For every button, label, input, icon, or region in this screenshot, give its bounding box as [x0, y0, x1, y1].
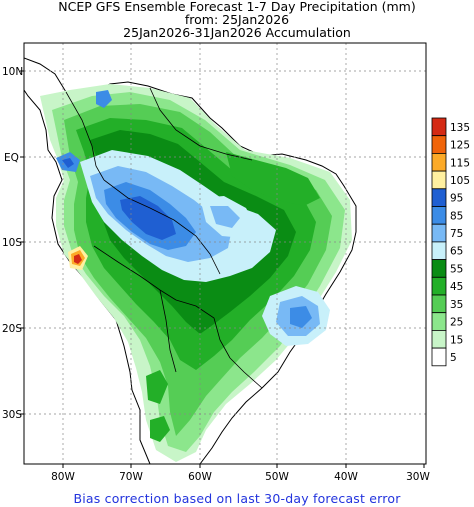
colorbar-swatch-45 — [431, 276, 447, 296]
lat-label-eq: EQ — [4, 152, 19, 164]
map-frame — [23, 42, 427, 465]
colorbar-swatch-5 — [431, 347, 447, 367]
colorbar-swatch-105 — [431, 170, 447, 190]
graticule — [24, 43, 426, 464]
colorbar-label-35: 35 — [450, 299, 463, 311]
colorbar-swatch-85 — [431, 206, 447, 225]
lat-label-10s: 10S — [2, 237, 22, 249]
colorbar-label-115: 115 — [450, 157, 470, 169]
lon-label-40w: 40W — [334, 471, 358, 483]
lat-label-10n: 10N — [2, 66, 23, 78]
forecast-issue-date: from: 25Jan2026 — [184, 12, 290, 27]
colorbar-label-105: 105 — [450, 175, 470, 187]
colorbar-swatch-125 — [431, 135, 447, 154]
colorbar-swatch-115 — [431, 152, 447, 172]
colorbar-swatch-75 — [431, 223, 447, 243]
country-borders — [65, 87, 263, 389]
lat-label-20s: 20S — [2, 323, 22, 335]
accumulation-period: 25Jan2026-31Jan2026 Accumulation — [123, 25, 351, 40]
axis-ticks — [20, 70, 425, 468]
colorbar-label-85: 85 — [450, 210, 463, 222]
lon-label-70w: 70W — [119, 471, 143, 483]
colorbar-label-125: 125 — [450, 140, 470, 152]
map-content — [24, 43, 426, 464]
lon-label-50w: 50W — [265, 471, 289, 483]
colorbar-legend: 135 125 115 105 95 85 75 65 55 45 35 25 15 5 — [431, 117, 470, 367]
precip-shading — [40, 84, 352, 462]
colorbar-swatch-95 — [431, 188, 447, 207]
lon-label-30w: 30W — [406, 471, 430, 483]
colorbar-label-55: 55 — [450, 264, 463, 276]
colorbar-swatch-135 — [431, 117, 447, 137]
lat-label-30s: 30S — [2, 409, 22, 421]
colorbar-label-45: 45 — [450, 281, 463, 293]
colorbar-label-5: 5 — [450, 352, 457, 364]
colorbar-label-95: 95 — [450, 193, 463, 205]
bias-correction-note: Bias correction based on last 30-day for… — [73, 491, 401, 506]
lon-label-80w: 80W — [51, 471, 75, 483]
map-title: NCEP GFS Ensemble Forecast 1-7 Day Preci… — [58, 0, 416, 14]
colorbar-swatch-65 — [431, 241, 447, 260]
colorbar-swatch-35 — [431, 294, 447, 314]
colorbar-label-15: 15 — [450, 334, 463, 346]
colorbar-label-75: 75 — [450, 228, 463, 240]
lon-label-60w: 60W — [188, 471, 212, 483]
colorbar-swatch-25 — [431, 312, 447, 331]
colorbar-label-25: 25 — [450, 317, 463, 329]
colorbar-label-135: 135 — [450, 122, 470, 134]
colorbar-label-65: 65 — [450, 246, 463, 258]
colorbar-swatch-15 — [431, 329, 447, 349]
colorbar-swatch-55 — [431, 259, 447, 278]
